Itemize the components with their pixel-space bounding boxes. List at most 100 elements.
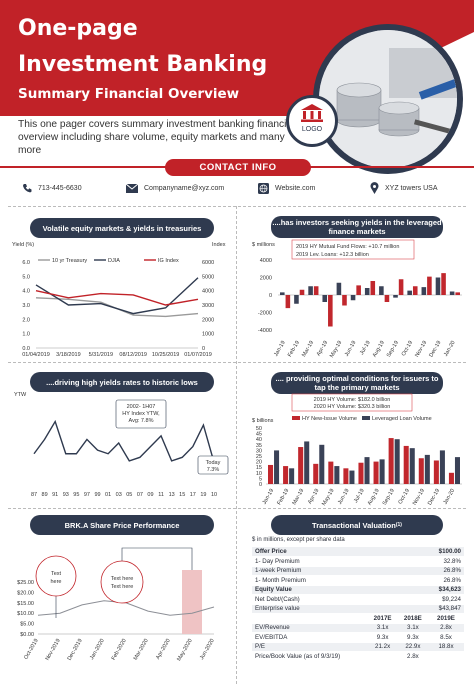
panel-6-title-text: Transactional Valuation xyxy=(312,520,396,530)
valuation-row: Enterprise value $43,847 xyxy=(252,604,464,614)
bar-lev-loans xyxy=(455,292,460,295)
x-tick: 13 xyxy=(169,492,175,498)
x-tick: Jan-20 xyxy=(443,340,457,358)
address-text: XYZ towers USA xyxy=(385,184,438,192)
y-tick-right: 0 xyxy=(202,346,205,352)
x-tick: Jul-19 xyxy=(359,340,372,356)
email-text[interactable]: Companyname@xyz.com xyxy=(144,184,225,192)
chart-share-price: $25.00 $20.00 $15.00 $10.00 $5.00 $0.00Oct-20… xyxy=(17,547,216,662)
y-tick: $10.00 xyxy=(17,611,34,617)
bar-leveraged-loan xyxy=(334,466,340,484)
table-cell: 2018E xyxy=(397,613,429,624)
bar-lev-loans xyxy=(313,286,319,295)
bar-leveraged-loan xyxy=(439,450,445,484)
x-tick: Apr-19 xyxy=(316,340,329,357)
table-cell: 2017E xyxy=(367,613,398,624)
x-tick: Apr-19 xyxy=(307,488,320,505)
table-cell: Price/Book Value (as of 9/3/19) xyxy=(252,651,368,662)
table-cell: Offer Price xyxy=(252,547,398,557)
y-tick-right: 4000 xyxy=(202,289,214,295)
valuation-table: Offer Price $100.00 1- Day Premium 32.8% 1-w… xyxy=(252,547,464,662)
x-tick: 3/18/2019 xyxy=(56,352,80,358)
series-line-ig-index xyxy=(35,289,199,306)
bar-lev-loans xyxy=(342,295,347,306)
callout-box-2 xyxy=(197,455,229,475)
y-axis-label: $ millions xyxy=(252,242,275,248)
x-tick: 91 xyxy=(52,492,58,498)
x-tick: Mar-19 xyxy=(301,340,315,358)
y-tick-left: 2.0 xyxy=(22,317,30,323)
bar-leveraged-loan xyxy=(424,454,430,484)
x-tick: May-2020 xyxy=(176,638,193,662)
table-cell: 2.8x xyxy=(397,651,429,662)
x-tick: 05 xyxy=(126,492,132,498)
contact-email: Companyname@xyz.com xyxy=(125,178,225,198)
x-tick: Jun-19 xyxy=(337,488,351,506)
y-axis-label-right: Index xyxy=(212,242,226,248)
website-text[interactable]: Website.com xyxy=(275,184,316,192)
y-tick: $0.00 xyxy=(20,632,34,638)
table-cell: 9.3x xyxy=(367,632,398,643)
bar-hy-new-issue xyxy=(328,461,334,484)
mail-icon xyxy=(125,183,139,193)
bar-hy-flows xyxy=(421,287,427,295)
bar-leveraged-loan xyxy=(274,450,280,484)
y-tick: 25 xyxy=(256,454,262,460)
x-tick: 07 xyxy=(137,492,143,498)
valuation-multiple-row: EV/EBITDA 9.3x 9.3x 8.5x xyxy=(252,632,464,643)
x-tick: Jan-2020 xyxy=(89,638,106,661)
bar-lev-loans xyxy=(398,279,404,295)
bar-hy-new-issue xyxy=(418,458,424,484)
x-tick: 08/12/2019 xyxy=(119,352,147,358)
table-cell: P/E xyxy=(252,642,368,652)
table-cell: 3.1x xyxy=(367,623,398,633)
bar-lev-loans xyxy=(370,281,376,295)
y-tick-right: 5000 xyxy=(202,274,214,280)
x-tick: Nov-19 xyxy=(412,488,426,506)
y-tick: 4000 xyxy=(260,258,272,264)
y-tick: $25.00 xyxy=(17,580,34,586)
table-cell: 21.2x xyxy=(367,642,398,652)
contact-website: Website.com xyxy=(258,178,315,198)
panel-4-title: .... providing optimal conditions for is… xyxy=(271,372,443,394)
x-tick: Jan-20 xyxy=(443,488,457,506)
x-tick: 97 xyxy=(84,492,90,498)
y-tick-right: 1000 xyxy=(202,332,214,338)
x-tick: Aug-19 xyxy=(367,488,381,506)
x-tick: 01/04/2019 xyxy=(22,352,50,358)
y-tick-left: 0.0 xyxy=(22,346,30,352)
x-tick: 01/07/2019 xyxy=(184,352,212,358)
x-tick: 87 xyxy=(31,492,37,498)
ytw-line xyxy=(33,419,215,463)
bank-icon xyxy=(301,104,323,122)
x-tick: 93 xyxy=(63,492,69,498)
x-tick: Feb-19 xyxy=(287,340,301,358)
x-tick: Jan-19 xyxy=(273,340,287,358)
x-tick: Dec-19 xyxy=(427,488,441,506)
bar-leveraged-loan xyxy=(394,439,400,484)
valuation-row: Net Debt/(Cash) $9,224 xyxy=(252,594,464,605)
x-tick: Dec-19 xyxy=(428,340,442,358)
table-cell: $9,224 xyxy=(428,594,464,605)
x-tick: 10/25/2019 xyxy=(152,352,180,358)
bar-lev-loans xyxy=(328,295,333,327)
table-cell: 18.8x xyxy=(428,642,464,652)
valuation-row: Equity Value $34,623 xyxy=(252,585,464,595)
table-cell xyxy=(397,547,429,557)
callout-1-line: here xyxy=(50,579,61,585)
y-tick: 40 xyxy=(256,437,262,443)
bar-leveraged-loan xyxy=(379,459,385,484)
contact-phone: 713-445-6630 xyxy=(22,178,82,198)
panel-3-title: ....driving high yields rates to histori… xyxy=(30,372,214,392)
y-tick-left: 6.0 xyxy=(22,260,30,266)
panel-2-title: ....has investors seeking yields in the … xyxy=(271,216,443,238)
callout-1-line: HY Index YTW, xyxy=(122,411,160,417)
intro-text: This one pager covers summary investment… xyxy=(18,119,295,156)
subtitle: Summary Financial Overview xyxy=(18,86,240,102)
y-tick-right: 2000 xyxy=(202,317,214,323)
callout-1-circle xyxy=(35,555,77,597)
table-cell: 9.3x xyxy=(397,632,429,643)
callout-2-line: 7.3% xyxy=(207,467,220,473)
table-cell: 8.5x xyxy=(428,632,464,643)
table-cell xyxy=(397,604,429,614)
